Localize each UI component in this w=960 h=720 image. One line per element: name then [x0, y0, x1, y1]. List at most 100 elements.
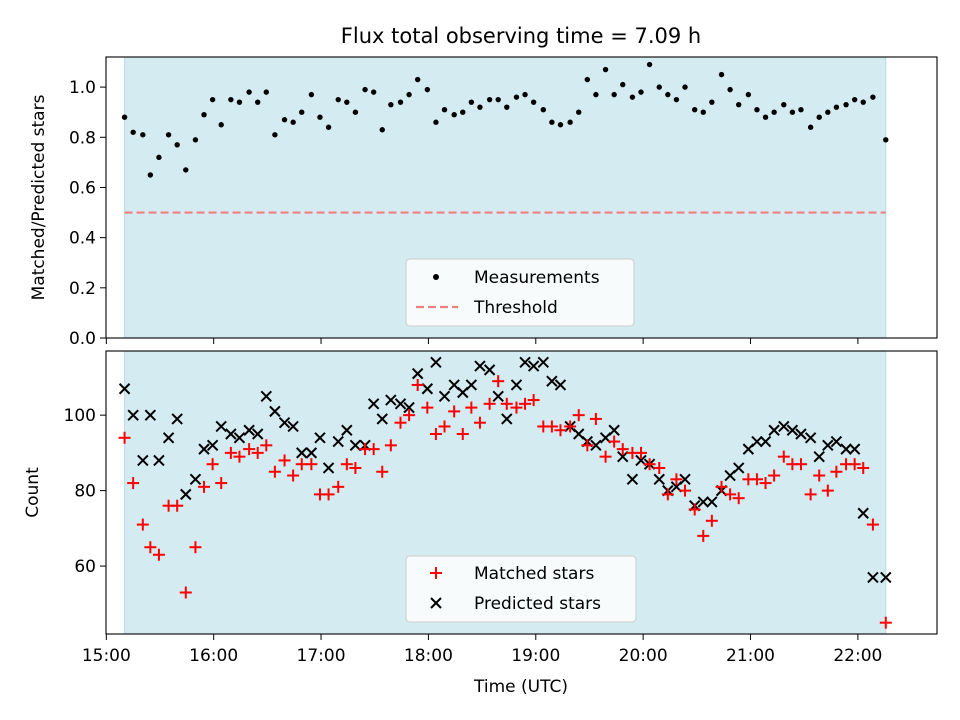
y-top-tick-label: 0.2 — [69, 279, 96, 299]
measurement-point — [513, 94, 520, 100]
legend-bottom: Matched stars Predicted stars — [405, 555, 637, 623]
predicted-point — [465, 379, 478, 391]
predicted-point — [376, 413, 388, 425]
matched-point — [171, 499, 184, 512]
measurement-point — [308, 91, 315, 98]
predicted-point — [732, 462, 745, 474]
matched-point — [465, 401, 478, 414]
predicted-point — [430, 356, 442, 369]
matched-point — [866, 518, 879, 531]
matched-point — [233, 450, 246, 463]
x-axis-label: Time (UTC) — [473, 677, 568, 697]
predicted-point — [314, 432, 326, 444]
predicted-point — [501, 413, 513, 425]
predicted-point — [679, 473, 691, 486]
axes-frame-bottom — [105, 350, 938, 635]
matched-point — [554, 424, 567, 437]
measurement-point — [557, 122, 564, 128]
measurement-point — [156, 154, 162, 161]
measurement-point — [611, 91, 617, 98]
measurement-point — [798, 106, 804, 113]
matched-point — [429, 428, 442, 441]
matched-point — [179, 586, 192, 599]
matched-point — [305, 458, 318, 471]
predicted-point — [438, 390, 451, 402]
matched-point — [332, 480, 345, 493]
y-axis-label-bottom: Count — [23, 467, 43, 518]
measurement-point — [495, 96, 501, 103]
predicted-point — [653, 473, 665, 486]
matched-point — [599, 450, 612, 463]
measurement-point — [735, 101, 742, 108]
matched-point — [206, 458, 219, 471]
predicted-point — [144, 409, 157, 421]
y-top-tick-label: 0.8 — [69, 128, 96, 148]
matched-point — [794, 458, 807, 471]
predicted-point — [822, 439, 834, 452]
predicted-point — [287, 420, 299, 433]
predicted-point — [269, 405, 281, 418]
measurement-point — [504, 104, 510, 110]
y-axis-label-top: Matched/Predicted stars — [29, 94, 49, 300]
measurement-point — [236, 99, 243, 105]
matched-point — [376, 465, 389, 478]
predicted-point — [411, 367, 424, 380]
legend-label-threshold: Threshold — [473, 298, 558, 318]
predicted-point — [332, 435, 344, 448]
matched-point — [804, 488, 817, 501]
measurement-point — [370, 89, 377, 95]
matched-point — [705, 514, 718, 527]
matched-point — [287, 469, 300, 482]
measurement-point — [540, 106, 546, 113]
measurement-point — [584, 76, 591, 83]
measurement-point — [602, 66, 609, 73]
matched-point — [572, 409, 585, 422]
predicted-point — [840, 443, 852, 455]
measurement-point — [290, 119, 296, 125]
predicted-point — [189, 473, 202, 486]
predicted-point — [243, 424, 255, 436]
matched-point — [394, 416, 407, 429]
matched-point — [278, 454, 291, 467]
x-tick-label: 18:00 — [404, 646, 453, 666]
measurement-point — [352, 109, 359, 115]
matched-point — [215, 477, 228, 490]
matched-point — [688, 503, 701, 516]
measurement-point — [325, 124, 332, 130]
measurement-point — [789, 109, 796, 115]
measurement-point — [638, 89, 644, 95]
matched-point — [367, 443, 380, 456]
predicted-point — [403, 401, 415, 414]
predicted-point — [751, 435, 763, 448]
matched-point — [456, 428, 469, 441]
matched-point — [608, 435, 621, 448]
predicted-point — [706, 496, 718, 508]
matched-point — [813, 469, 826, 482]
measurement-point — [522, 91, 528, 98]
y-ticks-top: 0.0 0.2 0.4 0.6 0.8 1.0 — [69, 78, 106, 349]
predicted-point — [153, 454, 165, 467]
measurement-point — [272, 132, 278, 138]
measurement-point — [781, 101, 787, 108]
matched-point — [384, 439, 397, 452]
measurement-point — [460, 109, 466, 115]
measurement-point — [530, 99, 537, 105]
y-top-tick-label: 1.0 — [69, 78, 96, 98]
matched-point — [340, 458, 353, 471]
measurement-point — [593, 91, 599, 98]
matched-point — [724, 488, 737, 501]
measurement-point — [246, 89, 252, 95]
predicted-point — [492, 390, 504, 402]
y-bottom-tick-label: 60 — [74, 557, 96, 577]
predicted-point — [804, 432, 817, 444]
matched-point — [732, 492, 745, 505]
y-top-tick-label: 0.4 — [69, 229, 96, 249]
legend-box-bottom — [405, 555, 637, 623]
measurement-point — [646, 61, 653, 68]
x-tick-label: 17:00 — [297, 646, 346, 666]
measurement-point — [424, 86, 431, 93]
measurement-point — [201, 112, 207, 118]
matched-point — [527, 394, 540, 407]
predicted-point — [322, 462, 335, 474]
measurement-point — [620, 81, 626, 88]
